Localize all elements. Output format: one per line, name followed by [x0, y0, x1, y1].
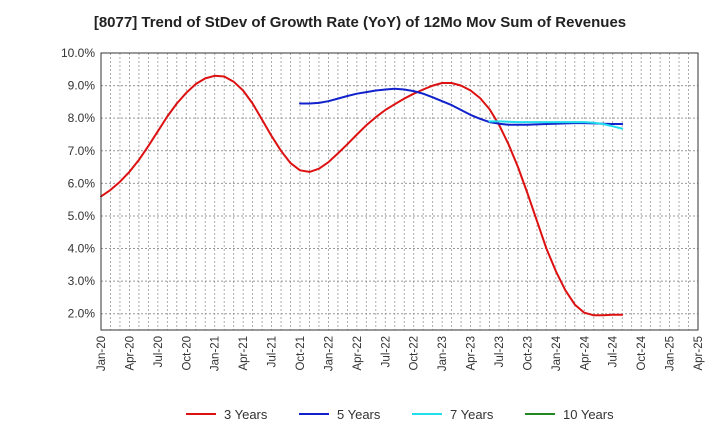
x-tick-label: Jan-23: [437, 336, 449, 371]
x-tick-label: Jan-20: [96, 336, 108, 371]
chart-title: [8077] Trend of StDev of Growth Rate (Yo…: [93, 14, 627, 31]
x-tick-label: Jan-21: [210, 336, 222, 371]
x-tick-label: Jul-21: [267, 336, 279, 367]
y-tick-label: 6.0%: [68, 176, 96, 190]
plot-frame: [100, 52, 699, 331]
x-tick-label: Apr-22: [352, 336, 364, 371]
x-tick-label: Apr-21: [238, 336, 250, 371]
x-tick-label: Apr-25: [693, 336, 705, 371]
y-tick-label: 10.0%: [61, 46, 95, 60]
y-tick-label: 9.0%: [68, 79, 96, 93]
x-tick-label: Jan-25: [665, 336, 677, 371]
grid-layer: [101, 52, 698, 330]
x-tick-label: Oct-22: [409, 336, 421, 371]
x-tick-label: Apr-24: [579, 335, 591, 370]
y-tick-label: 7.0%: [68, 144, 96, 158]
y-axis-labels: 2.0% 3.0% 4.0% 5.0% 6.0% 7.0% 8.0% 9.0% 10.0%: [61, 46, 95, 321]
x-tick-label: Jul-24: [608, 335, 620, 367]
legend-label: 10 Years: [563, 407, 614, 422]
x-tick-label: Apr-20: [124, 336, 136, 371]
x-tick-label: Oct-21: [295, 336, 307, 371]
legend: 3 Years 5 Years 7 Years 10 Years: [186, 407, 614, 422]
x-tick-label: Oct-20: [181, 336, 193, 371]
x-tick-label: Jul-20: [153, 336, 165, 367]
legend-label: 3 Years: [224, 407, 268, 422]
x-tick-label: Jul-22: [380, 336, 392, 367]
x-tick-label: Jan-22: [323, 336, 335, 371]
series-line-7-years: [488, 120, 624, 130]
x-tick-label: Oct-24: [636, 335, 648, 370]
series-line-5-years: [299, 87, 624, 126]
series-line-3-years: [100, 74, 624, 317]
y-tick-label: 2.0%: [68, 307, 96, 321]
y-tick-label: 3.0%: [68, 274, 96, 288]
y-tick-label: 8.0%: [68, 111, 96, 125]
legend-label: 5 Years: [337, 407, 381, 422]
y-tick-label: 5.0%: [68, 209, 96, 223]
x-axis-labels: Jan-20 Apr-20 Jul-20 Oct-20 Jan-21 Apr-21 Jul-…: [96, 335, 705, 371]
x-tick-label: Apr-23: [466, 336, 478, 371]
series-layer: [100, 74, 624, 317]
x-tick-label: Jan-24: [551, 335, 563, 371]
y-tick-label: 4.0%: [68, 242, 96, 256]
x-tick-label: Oct-23: [522, 336, 534, 371]
legend-label: 7 Years: [450, 407, 494, 422]
x-tick-label: Jul-23: [494, 336, 506, 367]
